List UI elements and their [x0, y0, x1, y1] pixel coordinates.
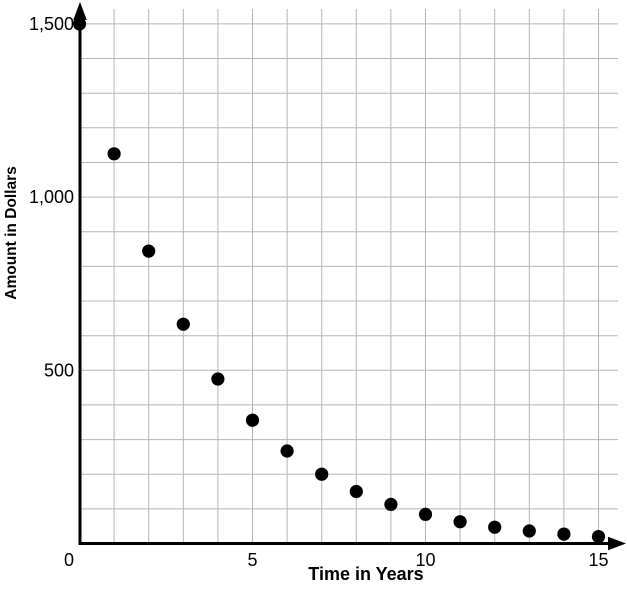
axes	[73, 2, 626, 551]
x-tick-label: 15	[588, 550, 608, 570]
data-point	[453, 515, 467, 529]
data-point	[522, 524, 536, 538]
data-point	[72, 17, 87, 31]
x-axis-title: Time in Years	[308, 564, 423, 584]
data-point	[142, 244, 156, 258]
y-tick-labels: 500 1,000 1,500	[29, 14, 74, 380]
data-point	[315, 467, 329, 481]
data-point	[488, 520, 502, 534]
data-point	[107, 147, 121, 161]
data-point	[591, 530, 606, 544]
vertical-gridlines	[113, 9, 599, 544]
data-points	[72, 17, 606, 544]
x-tick-labels: 0 5 10 15	[64, 550, 609, 570]
x-axis-arrow-icon	[608, 536, 626, 551]
y-tick-label: 1,000	[29, 187, 74, 207]
y-tick-label: 1,500	[29, 14, 74, 34]
data-point	[418, 507, 433, 521]
y-tick-label: 500	[44, 360, 74, 380]
horizontal-gridlines	[79, 23, 618, 510]
x-tick-label: 0	[64, 550, 74, 570]
data-point	[384, 497, 398, 511]
data-point	[245, 413, 260, 427]
data-point	[280, 444, 294, 458]
x-tick-label: 10	[415, 550, 435, 570]
data-point	[349, 484, 363, 499]
y-axis-arrow-icon	[73, 2, 87, 20]
x-tick-label: 5	[247, 550, 257, 570]
data-point	[176, 317, 190, 331]
data-point	[557, 527, 571, 541]
data-point	[211, 372, 225, 386]
y-axis-title: Amount in Dollars	[3, 166, 20, 299]
